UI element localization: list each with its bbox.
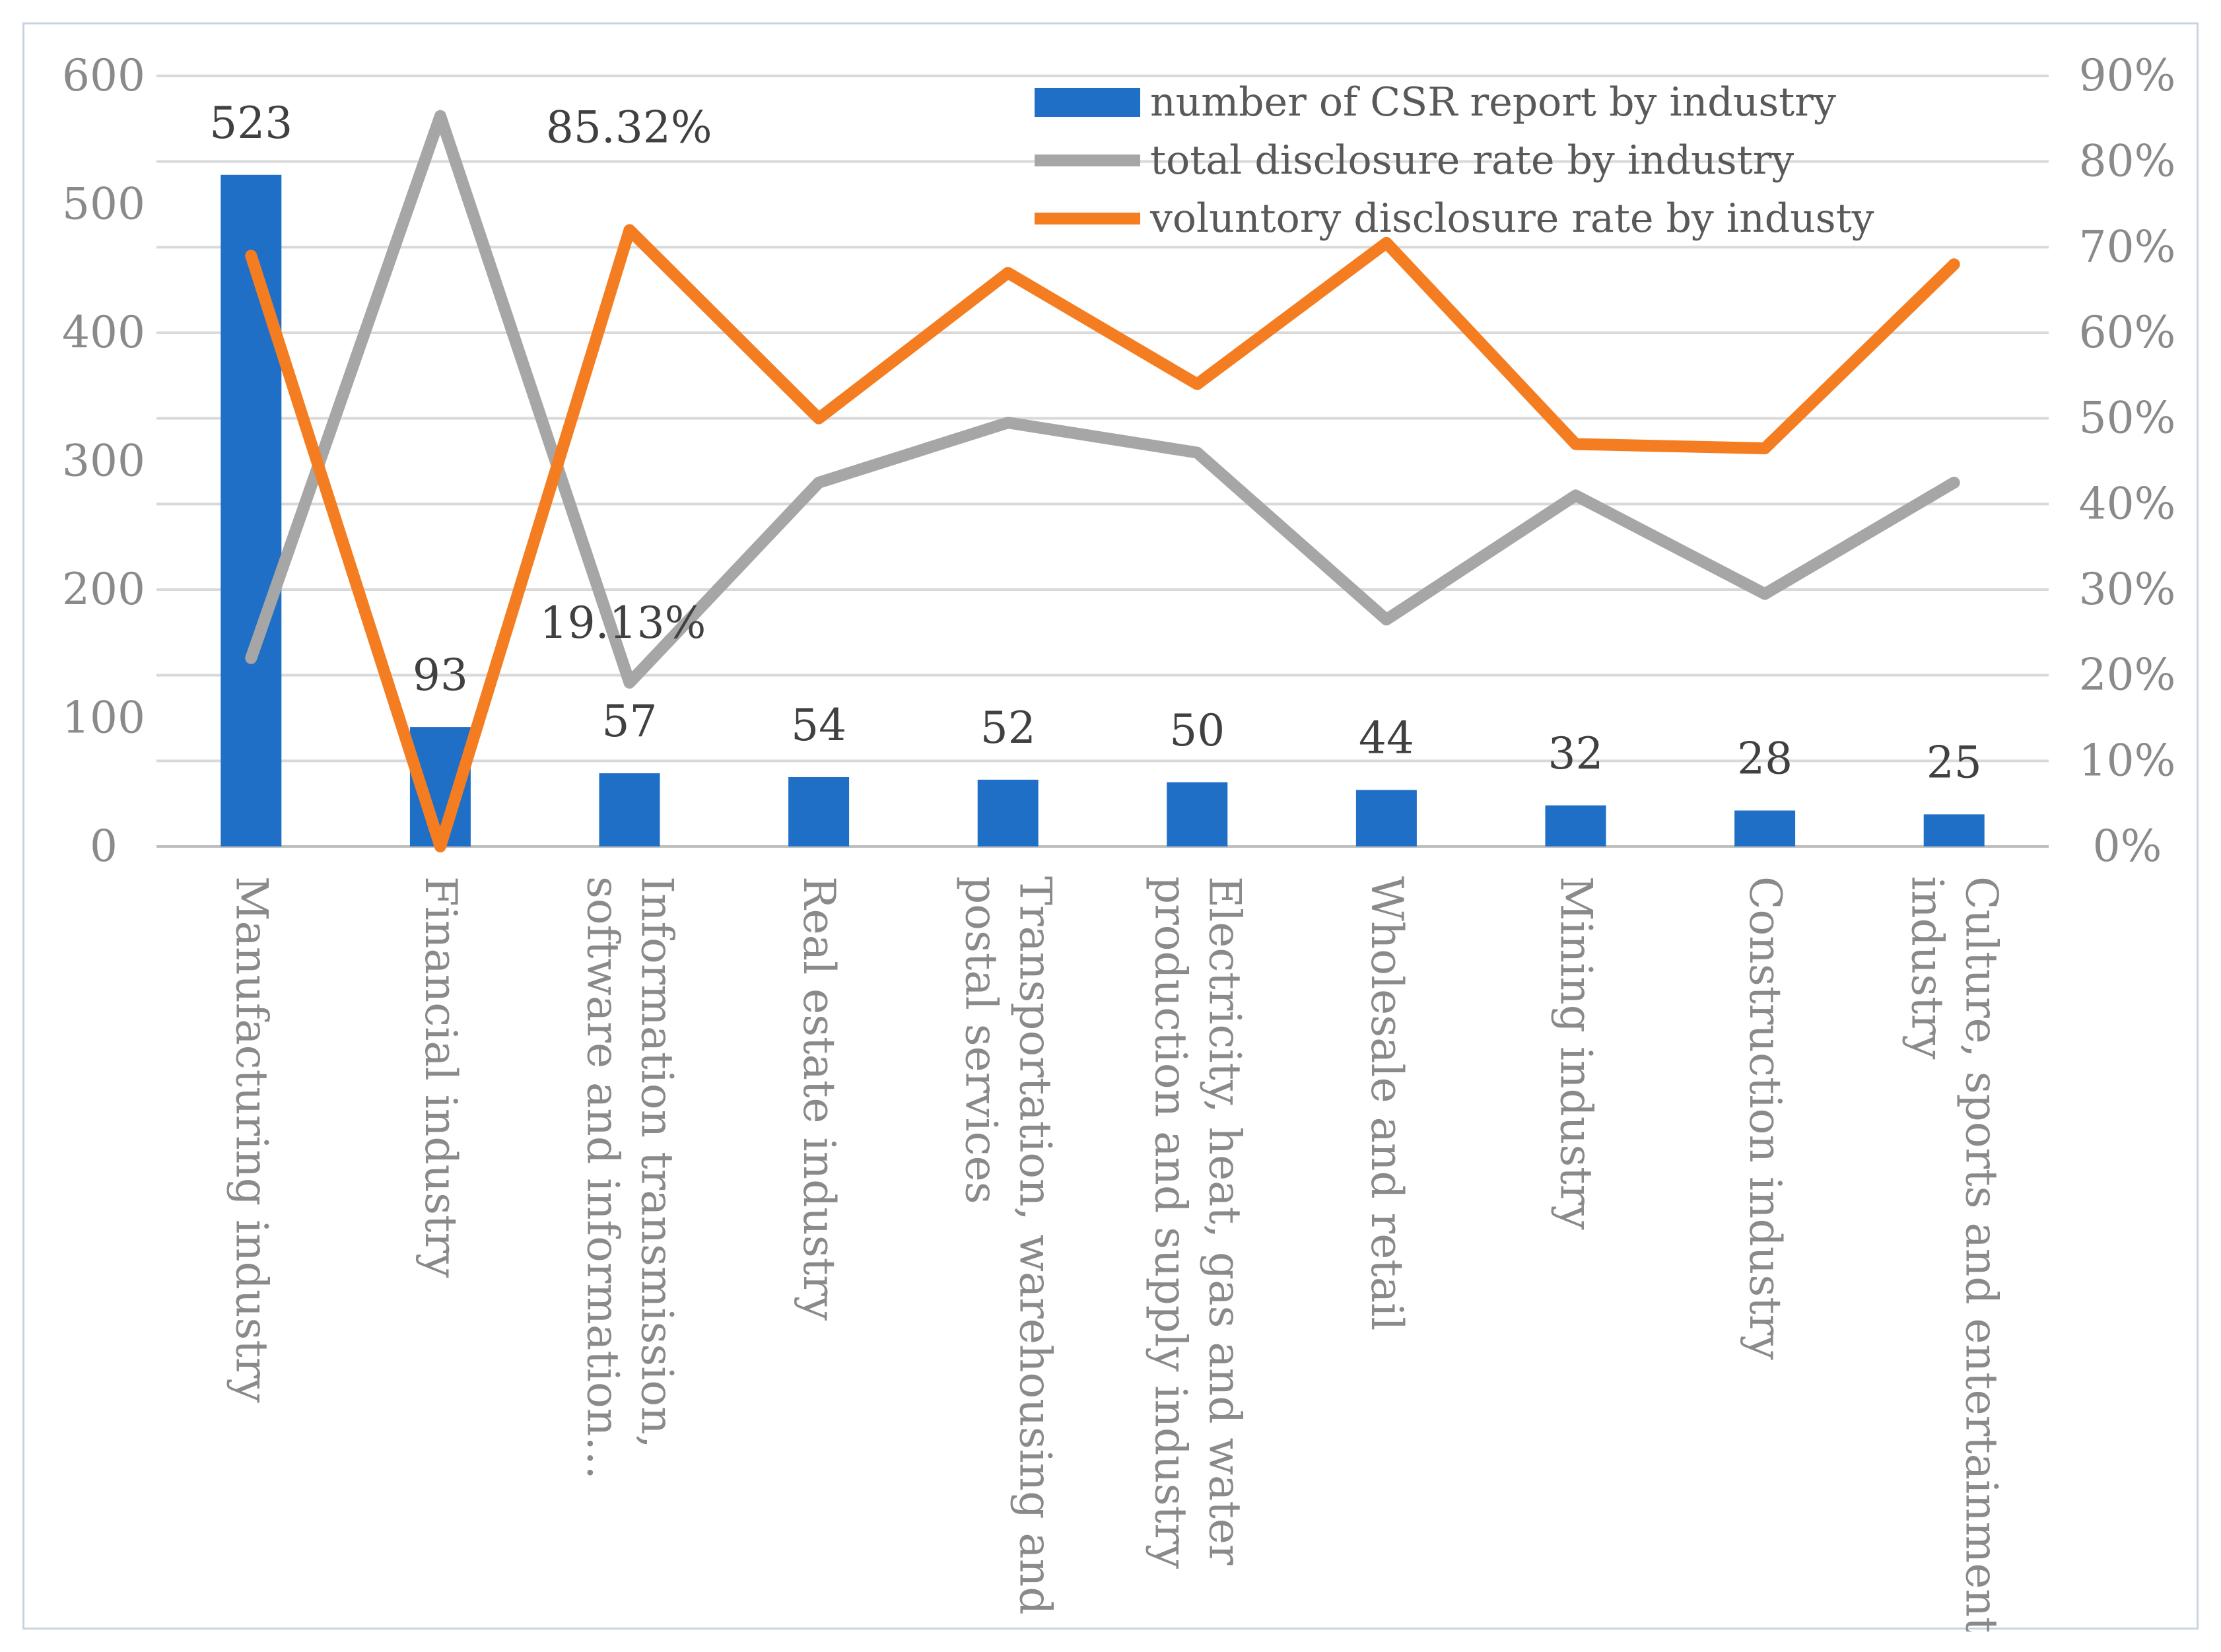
category-label: Information transmission, <box>632 876 683 1449</box>
y2-tick-label: 80% <box>2079 136 2176 187</box>
bar-data-label: 32 <box>1548 728 1604 779</box>
y-tick-label: 400 <box>62 307 145 358</box>
category-label: Wholesale and retail <box>1361 876 1412 1330</box>
category-label: Culture, sports and entertainment <box>1956 876 2007 1632</box>
bar-data-label: 25 <box>1927 737 1982 788</box>
data-labels: 523 93 57 54 52 50 44 32 28 25 85.32% 19.13% <box>209 98 1981 788</box>
bar <box>788 776 850 846</box>
y2-tick-label: 30% <box>2079 564 2176 615</box>
bar-series <box>221 174 1985 846</box>
bar-data-label: 54 <box>791 700 846 751</box>
line-series <box>245 110 1960 852</box>
legend-swatch-bar <box>1035 88 1140 117</box>
y2-tick-label: 20% <box>2079 650 2176 701</box>
bar-data-label: 50 <box>1169 705 1225 756</box>
y-tick-label: 100 <box>62 693 145 743</box>
line-data-label: 19.13% <box>540 598 706 648</box>
y-tick-label: 0 <box>90 821 118 872</box>
category-label: Electricity, heat, gas and water <box>1199 876 1250 1566</box>
bar-data-label: 28 <box>1737 734 1793 784</box>
legend-label: total disclosure rate by industry <box>1150 137 1794 184</box>
y-tick-label: 300 <box>62 436 145 487</box>
y2-tick-label: 40% <box>2079 478 2176 529</box>
legend-label: voluntory disclosure rate by industy <box>1149 195 1874 242</box>
bar <box>1923 814 1985 846</box>
legend-label: number of CSR report by industry <box>1150 79 1836 125</box>
bar <box>1355 790 1417 846</box>
category-label: production and supply industry <box>1145 876 1196 1569</box>
bar <box>1545 805 1606 846</box>
y-axis-left: 0 100 200 300 400 500 600 <box>62 50 145 872</box>
category-label: industry <box>1902 876 1953 1060</box>
category-label: Construction industry <box>1740 876 1791 1360</box>
y2-tick-label: 90% <box>2079 50 2176 101</box>
y2-tick-label: 60% <box>2079 307 2176 358</box>
total-rate-line <box>245 110 1960 689</box>
bar-data-label: 93 <box>413 650 468 701</box>
chart-svg: 0 100 200 300 400 500 600 0% 10% 20% 30% 40% 50% 60%… <box>62 50 2176 1632</box>
category-label: Financial industry <box>415 876 466 1278</box>
category-label: postal services <box>956 876 1007 1204</box>
category-label: Mining industry <box>1551 876 1602 1230</box>
bar-data-label: 44 <box>1359 712 1414 763</box>
chart-frame: 0 100 200 300 400 500 600 0% 10% 20% 30% 40% 50% 60%… <box>22 22 2199 1632</box>
line-data-label: 85.32% <box>546 102 712 153</box>
category-label: software and information… <box>578 876 629 1480</box>
y-tick-label: 600 <box>62 50 145 101</box>
y2-tick-label: 70% <box>2079 221 2176 272</box>
category-labels: Manufacturing industry Financial industry… <box>226 876 2006 1632</box>
y2-tick-label: 0% <box>2093 821 2162 872</box>
bar-data-label: 57 <box>602 696 658 747</box>
bar <box>1167 782 1228 846</box>
bar <box>599 773 660 846</box>
category-label: Transportation, warehousing and <box>1010 876 1061 1615</box>
bar <box>1734 810 1796 846</box>
y-axis-right: 0% 10% 20% 30% 40% 50% 60% 70% 80% 90% <box>2079 50 2176 872</box>
category-label: Manufacturing industry <box>226 876 277 1403</box>
bar <box>221 174 282 846</box>
bar-data-label: 52 <box>980 703 1036 753</box>
y2-tick-label: 50% <box>2079 393 2176 444</box>
y2-tick-label: 10% <box>2079 735 2176 786</box>
y-tick-label: 500 <box>62 179 145 230</box>
voluntary-rate-line <box>245 224 1960 852</box>
bar-data-label: 523 <box>209 98 292 149</box>
y-tick-label: 200 <box>62 564 145 615</box>
bar <box>977 779 1039 846</box>
category-label: Real estate industry <box>794 876 844 1321</box>
legend: number of CSR report by industry total di… <box>1035 79 1874 242</box>
